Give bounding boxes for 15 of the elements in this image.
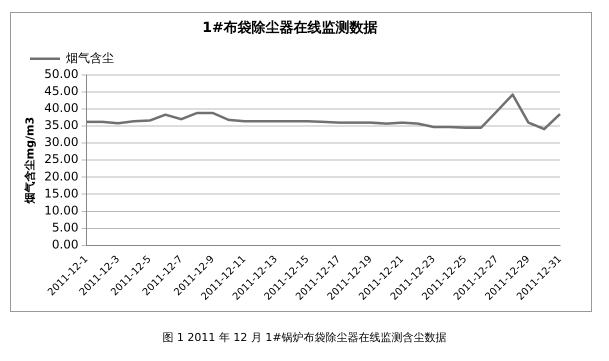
chart-title: 1#布袋除尘器在线监测数据 (202, 20, 378, 36)
y-tick-label: 35.00 (44, 118, 79, 132)
y-axis-title: 烟气含尘mg/m3 (23, 116, 36, 204)
legend-label: 烟气含尘 (66, 50, 114, 65)
y-tick-label: 0.00 (52, 238, 79, 252)
y-tick-label: 10.00 (44, 203, 79, 218)
y-tick-label: 45.00 (44, 84, 79, 98)
y-tick-label: 50.00 (44, 66, 79, 81)
y-tick-label: 40.00 (44, 101, 79, 116)
y-tick-label: 15.00 (44, 186, 79, 200)
y-tick-label: 30.00 (44, 135, 79, 150)
y-tick-label: 20.00 (44, 169, 79, 184)
y-tick-label: 25.00 (44, 152, 79, 166)
y-tick-label: 5.00 (52, 220, 79, 234)
caption: 图 1 2011 年 12 月 1#锅炉布袋除尘器在线监测含尘数据 (161, 330, 448, 345)
